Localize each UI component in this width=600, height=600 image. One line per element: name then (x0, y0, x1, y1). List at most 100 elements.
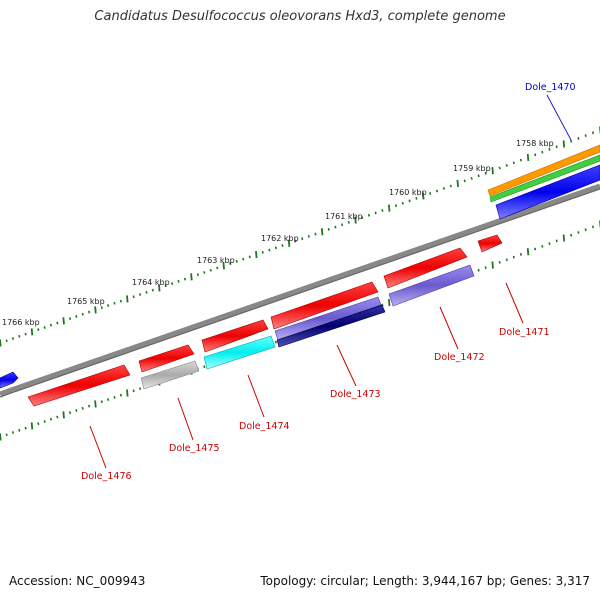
feature-slate-1473[interactable] (274, 296, 382, 341)
tick-mark (381, 209, 384, 212)
feature-blue-left[interactable] (0, 371, 19, 389)
feature-blue[interactable] (495, 164, 600, 220)
tick-mark (158, 284, 161, 292)
tick-mark (354, 216, 357, 224)
label-dole-1470[interactable]: Dole_1470 (525, 82, 576, 93)
tick-mark (216, 266, 219, 270)
tick-mark (203, 365, 206, 369)
tick-mark (119, 393, 122, 397)
label-dole-1473[interactable]: Dole_1473 (330, 389, 381, 400)
scale-label-1765: 1765 kbp (67, 297, 105, 306)
tick-mark (164, 284, 167, 288)
tick-mark (11, 337, 15, 340)
tick-mark (570, 139, 573, 143)
tick-mark (75, 315, 78, 318)
tick-mark (367, 213, 370, 217)
genome-summary-text: Topology: circular; Length: 3,944,167 bp… (260, 574, 590, 588)
feature-green[interactable] (489, 154, 600, 203)
tick-mark (18, 334, 21, 338)
tick-mark (5, 433, 8, 437)
label-dole-1474[interactable]: Dole_1474 (239, 421, 290, 432)
tick-mark (477, 268, 480, 272)
tick-mark (591, 131, 595, 135)
tick-mark (498, 166, 501, 170)
feature-navy-1473[interactable] (276, 304, 386, 348)
scale-label-1758: 1758 kbp (516, 139, 554, 148)
tick-mark (94, 400, 97, 408)
tick-mark (584, 228, 587, 232)
gene-dole-1473[interactable] (270, 281, 379, 330)
tick-mark (361, 216, 364, 220)
tick-mark (526, 153, 530, 162)
tick-mark (456, 179, 459, 188)
tick-mark (301, 237, 304, 241)
tick-mark (274, 246, 277, 250)
tick-mark (534, 247, 537, 251)
tick-mark (591, 225, 595, 229)
label-dole-1471[interactable]: Dole_1471 (499, 327, 550, 338)
tick-mark (477, 174, 480, 178)
scale-label-1762: 1762 kbp (261, 234, 299, 243)
label-dole-1475[interactable]: Dole_1475 (169, 443, 220, 454)
tick-mark (387, 204, 391, 212)
tick-mark (463, 179, 466, 183)
tick-mark (242, 257, 245, 261)
tick-mark (126, 295, 129, 303)
tick-mark (491, 167, 494, 175)
feature-cyan-1474[interactable] (203, 335, 276, 370)
feature-slate-1472[interactable] (388, 264, 475, 307)
gene-dole-1475[interactable] (138, 344, 195, 373)
genome-backbone (0, 183, 600, 397)
tick-mark (534, 153, 537, 157)
tick-mark (0, 433, 2, 441)
scale-label-1764: 1764 kbp (132, 278, 170, 287)
tick-mark (5, 339, 8, 343)
tick-mark (183, 277, 187, 281)
gene-dole-1471[interactable] (477, 234, 503, 253)
tick-mark (75, 409, 78, 412)
tick-mark (577, 231, 580, 234)
tick-mark (334, 225, 337, 229)
tick-mark (132, 295, 135, 299)
scale-label-1759: 1759 kbp (453, 164, 491, 173)
tick-mark (119, 299, 122, 303)
tick-mark (512, 255, 515, 259)
tick-mark (512, 161, 515, 165)
gene-dole-1476[interactable] (27, 364, 131, 407)
tick-mark (222, 262, 225, 270)
tick-mark (81, 312, 84, 316)
tick-mark (56, 321, 59, 325)
tick-mark (255, 251, 258, 259)
tick-mark (394, 204, 398, 208)
label-dole-1476[interactable]: Dole_1476 (81, 471, 132, 482)
tick-mark (562, 140, 566, 148)
tick-mark (88, 404, 91, 408)
tick-mark (274, 340, 277, 344)
callout-dole-1475 (177, 397, 194, 441)
gene-dole-1474[interactable] (201, 319, 269, 353)
tick-mark (519, 253, 522, 256)
scale-label-1766: 1766 kbp (2, 318, 40, 327)
tick-mark (408, 199, 411, 203)
outer-tick-ring (0, 126, 600, 347)
tick-mark (341, 223, 344, 227)
tick-mark (387, 298, 391, 307)
tick-mark (100, 400, 103, 404)
scale-label-1761: 1761 kbp (325, 212, 363, 221)
tick-mark (435, 189, 439, 193)
feature-gray-1475[interactable] (140, 360, 200, 390)
tick-mark (145, 290, 148, 294)
tick-mark (113, 395, 116, 399)
tick-mark (570, 233, 573, 237)
tick-mark (268, 248, 271, 252)
gene-dole-1472[interactable] (383, 247, 468, 289)
label-dole-1472[interactable]: Dole_1472 (434, 352, 485, 363)
feature-orange[interactable] (487, 144, 600, 197)
tick-mark (429, 192, 432, 195)
tick-mark (449, 184, 452, 188)
tick-mark (541, 150, 544, 154)
tick-mark (37, 422, 40, 426)
tick-mark (491, 261, 494, 269)
tick-mark (203, 271, 206, 274)
